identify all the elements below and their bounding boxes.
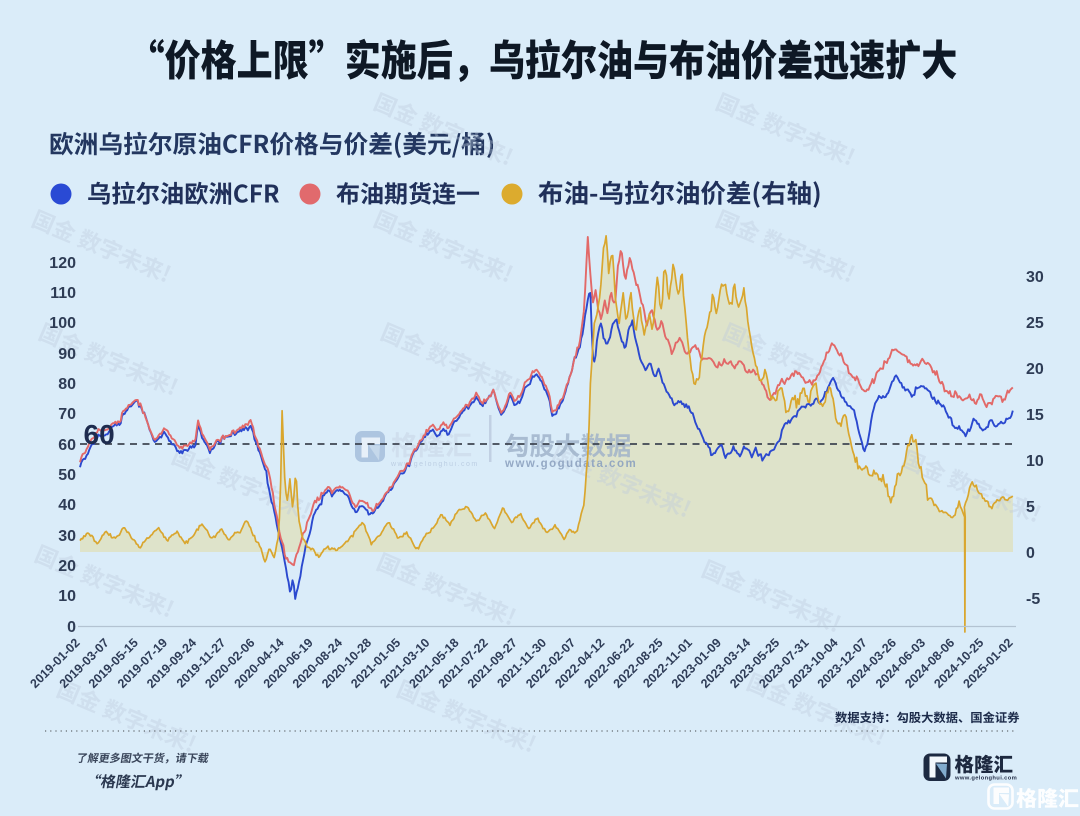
svg-text:20: 20 xyxy=(1026,361,1044,378)
svg-text:25: 25 xyxy=(1026,315,1044,332)
svg-text:www.gogudata.com: www.gogudata.com xyxy=(504,458,637,470)
svg-text:110: 110 xyxy=(50,285,76,302)
svg-text:50: 50 xyxy=(58,467,76,484)
svg-text:60: 60 xyxy=(84,419,115,450)
svg-text:20: 20 xyxy=(58,558,76,575)
svg-text:80: 80 xyxy=(58,376,76,393)
svg-text:0: 0 xyxy=(1026,545,1035,562)
svg-text:5: 5 xyxy=(1026,499,1035,516)
svg-text:30: 30 xyxy=(58,528,76,545)
svg-text:30: 30 xyxy=(1026,269,1044,286)
svg-text:60: 60 xyxy=(58,437,76,454)
svg-text:10: 10 xyxy=(1026,453,1044,470)
svg-text:15: 15 xyxy=(1026,407,1044,424)
svg-text:www.gelonghui.com: www.gelonghui.com xyxy=(954,776,1017,782)
svg-text:-5: -5 xyxy=(1026,591,1040,608)
svg-text:0: 0 xyxy=(67,619,76,636)
svg-text:90: 90 xyxy=(58,346,76,363)
svg-text:100: 100 xyxy=(49,315,76,332)
svg-text:10: 10 xyxy=(58,588,76,605)
svg-text:70: 70 xyxy=(58,406,76,423)
svg-text:www.gelonghui.com: www.gelonghui.com xyxy=(390,461,479,468)
svg-text:40: 40 xyxy=(58,497,76,514)
svg-text:120: 120 xyxy=(49,255,76,272)
